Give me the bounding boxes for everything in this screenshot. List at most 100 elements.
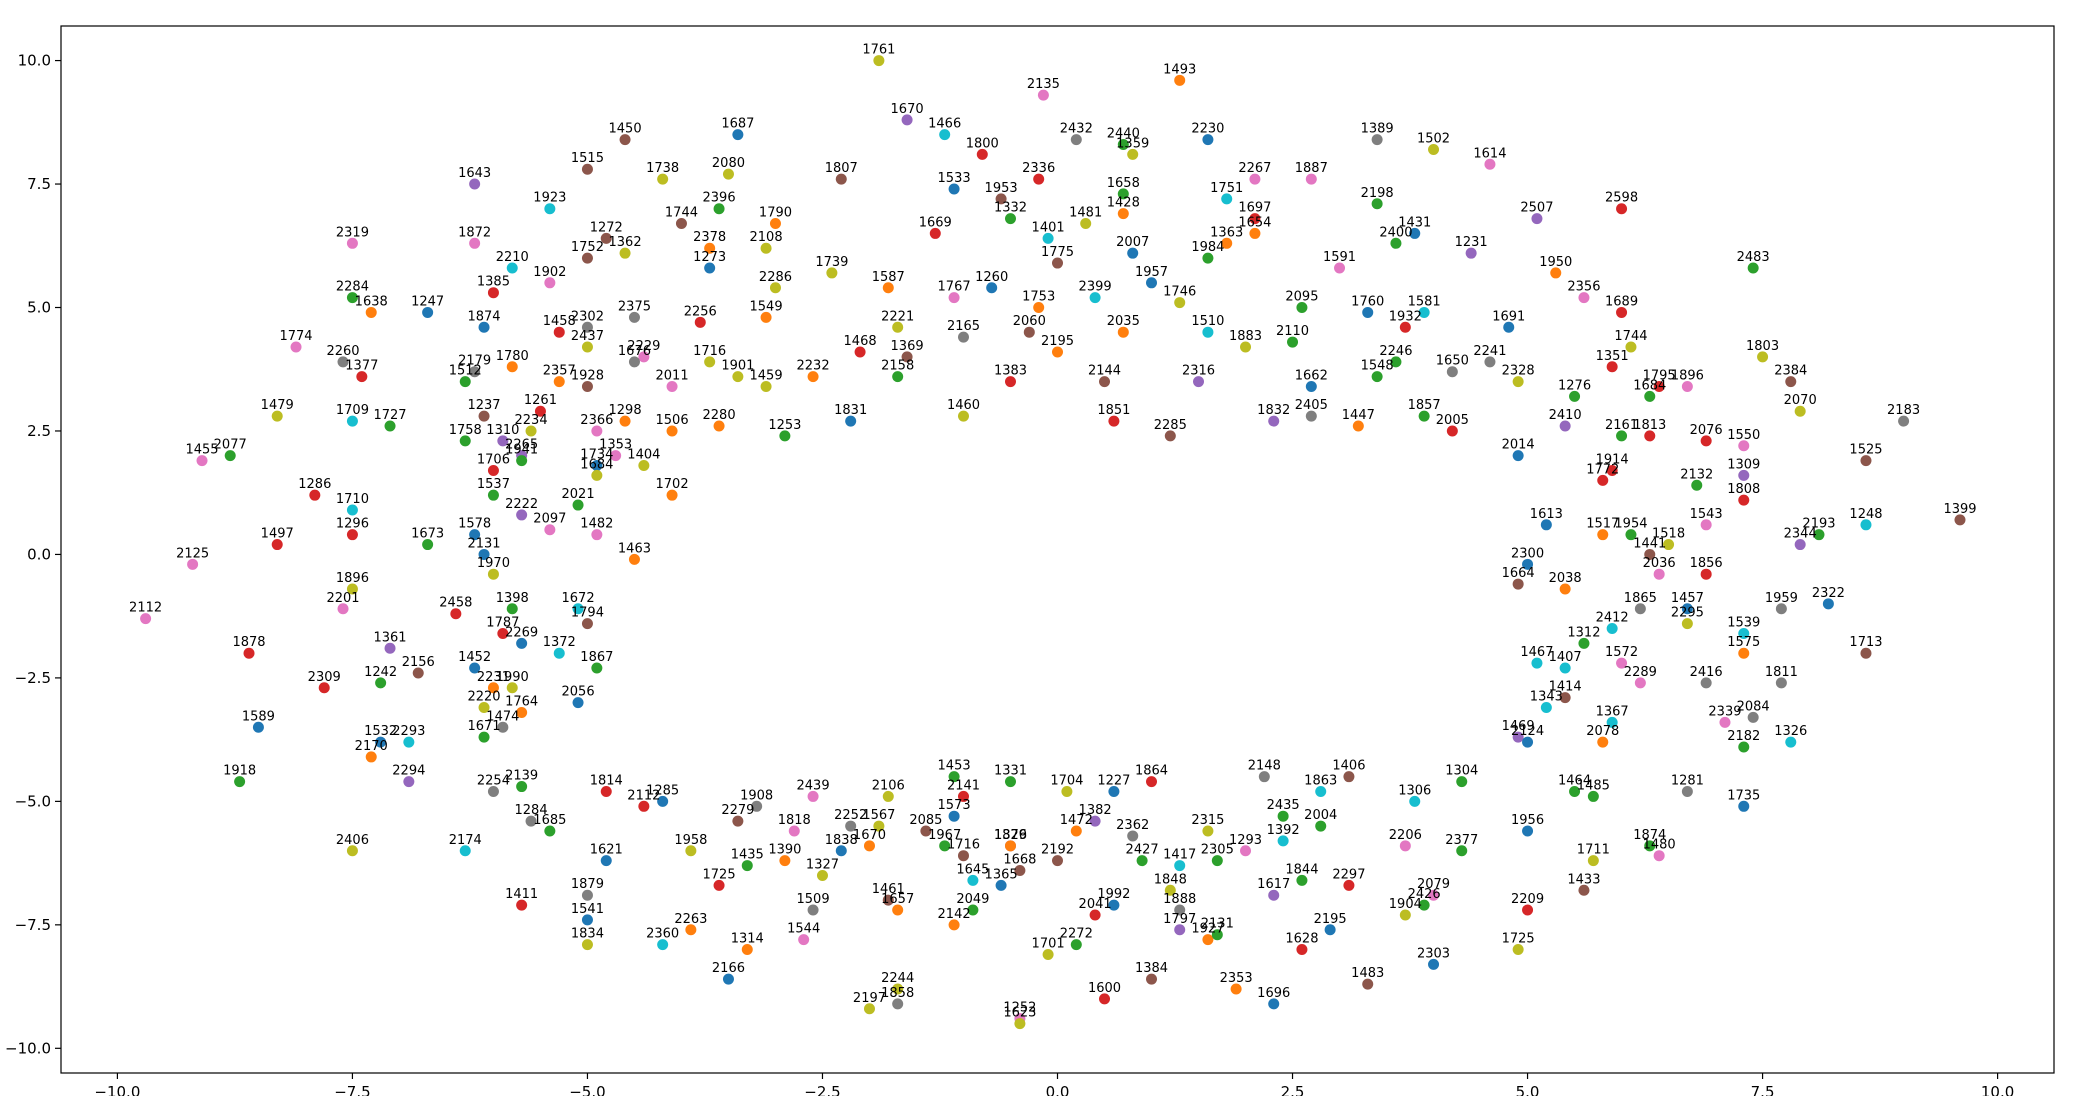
data-point-label: 2135 xyxy=(1027,77,1060,92)
data-point-label: 2396 xyxy=(703,191,736,206)
data-point xyxy=(1785,376,1797,388)
data-point-label: 1467 xyxy=(1520,645,1553,660)
data-point xyxy=(957,410,969,422)
data-point-label: 1296 xyxy=(336,517,369,532)
data-point-label: 1549 xyxy=(750,299,783,314)
data-point-label: 1883 xyxy=(1229,329,1262,344)
data-point-label: 2362 xyxy=(1116,818,1149,833)
data-point xyxy=(1023,326,1035,338)
data-point-label: 1954 xyxy=(1614,517,1647,532)
data-point xyxy=(1625,529,1637,541)
data-point-label: 1967 xyxy=(928,828,961,843)
data-point-label: 2437 xyxy=(571,329,604,344)
data-point-label: 2222 xyxy=(505,497,538,512)
data-point xyxy=(1070,134,1082,146)
data-point xyxy=(1418,899,1430,911)
data-point xyxy=(600,855,612,867)
data-point xyxy=(1587,790,1599,802)
data-point xyxy=(892,998,904,1010)
data-point xyxy=(751,800,763,812)
data-point-label: 1543 xyxy=(1690,507,1723,522)
data-point-label: 1863 xyxy=(1304,773,1337,788)
data-point xyxy=(497,627,509,639)
data-point xyxy=(863,1003,875,1015)
data-point-label: 1463 xyxy=(618,541,651,556)
data-point xyxy=(1418,306,1430,318)
data-point-label: 1450 xyxy=(609,122,642,137)
y-tick-label: −5.0 xyxy=(15,792,51,810)
data-point xyxy=(1747,711,1759,723)
data-point xyxy=(243,647,255,659)
data-point-label: 2289 xyxy=(1624,665,1657,680)
data-point-label: 2139 xyxy=(505,769,538,784)
data-point-label: 1643 xyxy=(458,166,491,181)
data-point-label: 2097 xyxy=(533,512,566,527)
data-point xyxy=(1296,874,1308,886)
data-point-label: 1761 xyxy=(862,43,895,58)
data-point xyxy=(1512,376,1524,388)
data-point-label: 2209 xyxy=(1511,892,1544,907)
data-point-label: 2284 xyxy=(336,280,369,295)
data-point-label: 1710 xyxy=(336,492,369,507)
data-point xyxy=(882,282,894,294)
data-point-label: 1658 xyxy=(1107,176,1140,191)
data-point-label: 1813 xyxy=(1633,418,1666,433)
data-point xyxy=(553,647,565,659)
point-labels-layer: 1761 1493 2135 1670 1466 1687 1450 2432 2440 2230… xyxy=(129,43,1976,1021)
data-point-label: 2254 xyxy=(477,773,510,788)
data-point-label: 1435 xyxy=(731,848,764,863)
data-point xyxy=(1268,889,1280,901)
y-tick-label: 2.5 xyxy=(27,422,51,440)
data-point xyxy=(469,529,481,541)
data-point-label: 2405 xyxy=(1295,398,1328,413)
data-point xyxy=(1070,825,1082,837)
data-point-label: 1575 xyxy=(1727,635,1760,650)
data-point xyxy=(1512,578,1524,590)
data-point-label: 1970 xyxy=(477,556,510,571)
data-point xyxy=(948,292,960,304)
data-point xyxy=(967,904,979,916)
data-point-label: 2360 xyxy=(646,927,679,942)
data-point-label: 2269 xyxy=(505,625,538,640)
data-point xyxy=(1127,148,1139,160)
data-point xyxy=(1531,657,1543,669)
data-point-label: 1428 xyxy=(1107,196,1140,211)
data-point xyxy=(882,894,894,906)
data-point-label: 1865 xyxy=(1624,591,1657,606)
data-point-label: 2426 xyxy=(1408,887,1441,902)
data-point-label: 1567 xyxy=(862,808,895,823)
data-point xyxy=(1033,173,1045,185)
data-point-label: 2319 xyxy=(336,225,369,240)
data-point xyxy=(610,450,622,462)
data-point xyxy=(1597,529,1609,541)
data-point-label: 2316 xyxy=(1182,364,1215,379)
data-point xyxy=(1042,948,1054,960)
data-point xyxy=(873,55,885,67)
data-point-label: 1369 xyxy=(891,339,924,354)
data-point xyxy=(346,415,358,427)
data-point xyxy=(769,218,781,230)
data-point-label: 1896 xyxy=(1671,369,1704,384)
data-point-label: 1684 xyxy=(1633,378,1666,393)
data-point xyxy=(271,539,283,551)
data-point xyxy=(929,227,941,239)
data-point xyxy=(920,825,932,837)
data-point xyxy=(1211,929,1223,941)
data-point xyxy=(948,919,960,931)
data-point xyxy=(1484,356,1496,368)
data-point xyxy=(816,869,828,881)
data-point xyxy=(948,183,960,195)
data-point-label: 2252 xyxy=(834,808,867,823)
data-point-label: 1958 xyxy=(674,833,707,848)
data-point-label: 2410 xyxy=(1549,408,1582,423)
data-point-label: 1272 xyxy=(590,220,623,235)
data-point-label: 1904 xyxy=(1389,897,1422,912)
data-point xyxy=(506,682,518,694)
data-point-label: 2353 xyxy=(1220,971,1253,986)
data-point xyxy=(1174,297,1186,309)
data-point-label: 2356 xyxy=(1567,280,1600,295)
data-point xyxy=(760,242,772,254)
data-point-label: 1512 xyxy=(449,364,482,379)
data-point xyxy=(995,879,1007,891)
data-point-label: 1365 xyxy=(985,867,1018,882)
